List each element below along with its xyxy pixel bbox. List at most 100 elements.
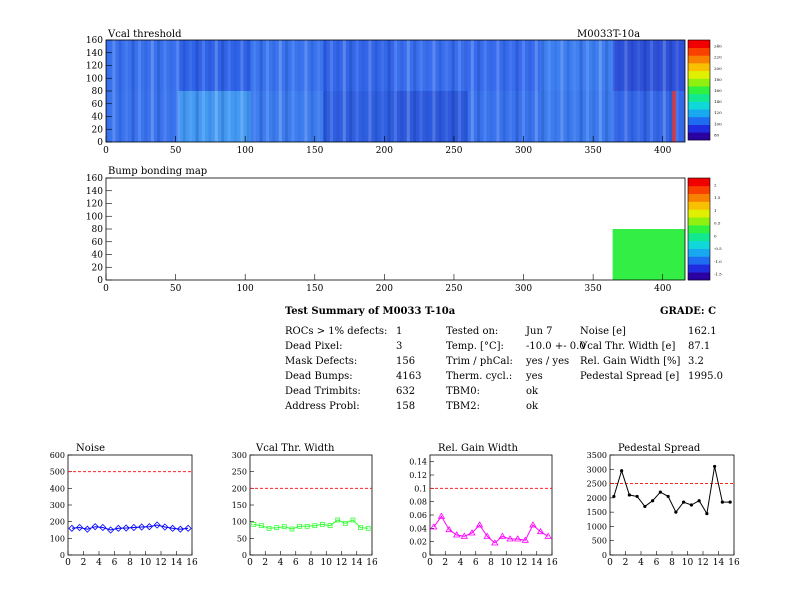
- y-tick-label: 0.06: [409, 511, 427, 520]
- palette-band: [688, 221, 710, 226]
- summary-value: ok: [526, 386, 539, 397]
- summary-label: Dead Trimbits:: [285, 386, 361, 397]
- noise-stripe: [675, 40, 679, 142]
- palette-band: [688, 268, 710, 273]
- data-point: [251, 521, 257, 527]
- data-point: [513, 535, 522, 542]
- series-line: [71, 524, 189, 531]
- y-tick-label: 100: [50, 534, 65, 543]
- vcal-map-palette: 80 100 120 140 160 180 200 220 240: [687, 39, 722, 141]
- x-tick-label: 16: [546, 558, 558, 568]
- series-line: [613, 466, 731, 516]
- y-tick-label: 0: [422, 551, 427, 560]
- y-tick-label: 140: [86, 49, 103, 59]
- palette-band: [688, 209, 710, 214]
- palette-band: [688, 260, 710, 265]
- noise-stripe: [118, 40, 122, 142]
- y-tick-label: 0: [97, 276, 103, 286]
- roc-cell: [395, 40, 468, 91]
- palette-band: [688, 113, 710, 118]
- roc-cell: [178, 91, 251, 142]
- summary-value: 3: [396, 341, 402, 352]
- summary-value: 632: [396, 386, 415, 397]
- data-point: [627, 493, 631, 497]
- palette-label: 240: [714, 44, 722, 49]
- y-tick-label: 140: [86, 187, 103, 197]
- noise-stripe: [547, 40, 551, 142]
- palette-band: [688, 59, 710, 64]
- noise-stripe: [266, 40, 269, 142]
- data-point: [437, 512, 446, 519]
- palette-band: [688, 128, 710, 133]
- palette-band: [688, 213, 710, 218]
- y-tick-label: 0.04: [409, 524, 427, 533]
- x-tick-label: 8: [308, 558, 314, 568]
- noise-stripe: [400, 40, 404, 142]
- data-point: [643, 504, 647, 509]
- data-point: [468, 529, 476, 536]
- data-point: [506, 535, 514, 542]
- palette-band: [688, 82, 710, 87]
- noise-stripe: [624, 40, 628, 142]
- palette-band: [688, 90, 710, 95]
- x-tick-label: 2: [623, 558, 629, 568]
- noise-stripe: [182, 40, 186, 142]
- data-point: [83, 525, 91, 533]
- map-background: [106, 178, 685, 280]
- noise-stripe: [483, 40, 487, 142]
- data-point: [335, 517, 341, 523]
- palette-band: [688, 276, 710, 281]
- palette-band: [688, 105, 710, 110]
- palette-band: [688, 132, 710, 137]
- x-tick-label: 14: [531, 558, 543, 568]
- data-point: [720, 500, 724, 504]
- data-point: [312, 523, 318, 529]
- y-tick-label: 150: [232, 501, 247, 510]
- data-point: [620, 469, 624, 473]
- data-point: [266, 525, 272, 531]
- y-tick-label: 0: [242, 551, 247, 560]
- x-tick-label: 6: [293, 558, 299, 568]
- x-tick-label: 10: [682, 558, 694, 568]
- x-tick-label: 14: [171, 558, 183, 568]
- y-tick-label: 2000: [587, 494, 607, 503]
- summary-value: yes / yes: [525, 356, 569, 367]
- palette-label: 0.5: [714, 221, 721, 226]
- noise-stripe: [445, 40, 449, 142]
- grade: GRADE: C: [660, 306, 716, 317]
- data-point: [99, 523, 107, 532]
- x-tick-label: 12: [697, 558, 708, 568]
- noise-stripe: [374, 40, 378, 142]
- x-tick-label: 8: [127, 558, 133, 568]
- noise-stripe: [150, 40, 154, 142]
- summary-label: ROCs > 1% defects:: [285, 326, 387, 337]
- chart-title: Vcal Thr. Width: [255, 443, 335, 454]
- noise-stripe: [458, 40, 461, 142]
- noise-stripe: [579, 40, 583, 142]
- x-tick-label: 250: [445, 146, 462, 156]
- noise-stripe: [112, 40, 116, 142]
- y-tick-label: 500: [592, 537, 607, 546]
- noise-stripe: [573, 40, 577, 142]
- x-tick-label: 400: [654, 284, 671, 294]
- noise-stripe: [330, 40, 333, 142]
- palette-band: [688, 116, 710, 122]
- noise-stripe: [176, 40, 180, 142]
- data-point: [536, 527, 545, 535]
- summary-value: 3.2: [688, 356, 704, 367]
- noise-stripe: [522, 40, 525, 142]
- data-point: [612, 494, 616, 499]
- data-point: [297, 523, 302, 529]
- data-point: [452, 531, 461, 538]
- noise-stripe: [541, 40, 545, 142]
- x-tick-label: 16: [728, 558, 740, 568]
- palette-band: [688, 217, 710, 222]
- x-tick-label: 4: [96, 558, 102, 568]
- summary-value: yes: [525, 371, 543, 382]
- x-tick-label: 0: [607, 558, 613, 568]
- noise-stripe: [170, 40, 173, 142]
- data-point: [674, 510, 678, 514]
- palette-band: [688, 40, 710, 45]
- noise-stripe: [381, 40, 385, 142]
